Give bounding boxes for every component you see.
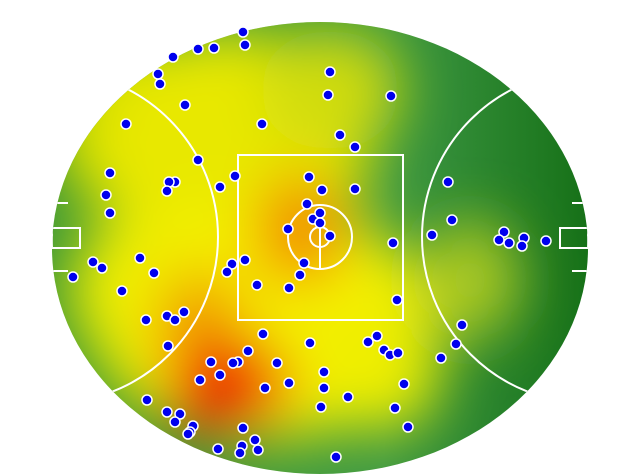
- point: [96, 262, 108, 274]
- point: [303, 171, 315, 183]
- point: [237, 26, 249, 38]
- point: [392, 347, 404, 359]
- point: [349, 141, 361, 153]
- point: [152, 68, 164, 80]
- point: [301, 198, 313, 210]
- point: [87, 256, 99, 268]
- point: [167, 51, 179, 63]
- point: [516, 240, 528, 252]
- point: [387, 237, 399, 249]
- point: [503, 237, 515, 249]
- point: [456, 319, 468, 331]
- point: [161, 185, 173, 197]
- point: [67, 271, 79, 283]
- point: [426, 229, 438, 241]
- point: [104, 167, 116, 179]
- point: [140, 314, 152, 326]
- point: [402, 421, 414, 433]
- point: [237, 422, 249, 434]
- point: [330, 451, 342, 463]
- point: [179, 99, 191, 111]
- point: [169, 314, 181, 326]
- point: [104, 207, 116, 219]
- point: [314, 207, 326, 219]
- point: [226, 258, 238, 270]
- point: [100, 189, 112, 201]
- point: [450, 338, 462, 350]
- point: [120, 118, 132, 130]
- point: [283, 282, 295, 294]
- point: [242, 345, 254, 357]
- point: [385, 90, 397, 102]
- point: [192, 154, 204, 166]
- point: [322, 89, 334, 101]
- point: [249, 434, 261, 446]
- point: [134, 252, 146, 264]
- point: [141, 394, 153, 406]
- point: [398, 378, 410, 390]
- point: [314, 217, 326, 229]
- point: [446, 214, 458, 226]
- point: [194, 374, 206, 386]
- point: [493, 234, 505, 246]
- point: [252, 444, 264, 456]
- point: [442, 176, 454, 188]
- point: [294, 269, 306, 281]
- point: [229, 170, 241, 182]
- point: [251, 279, 263, 291]
- point: [182, 428, 194, 440]
- point: [371, 330, 383, 342]
- point: [178, 306, 190, 318]
- point: [304, 337, 316, 349]
- point: [334, 129, 346, 141]
- point: [239, 254, 251, 266]
- point: [214, 369, 226, 381]
- point: [324, 230, 336, 242]
- point: [161, 406, 173, 418]
- point: [256, 118, 268, 130]
- point: [435, 352, 447, 364]
- point: [208, 42, 220, 54]
- point: [116, 285, 128, 297]
- point: [540, 235, 552, 247]
- point: [239, 39, 251, 51]
- point: [318, 382, 330, 394]
- point: [221, 266, 233, 278]
- point: [342, 391, 354, 403]
- point: [391, 294, 403, 306]
- point: [162, 340, 174, 352]
- point: [318, 366, 330, 378]
- point: [271, 357, 283, 369]
- point: [389, 402, 401, 414]
- point: [498, 226, 510, 238]
- point: [259, 382, 271, 394]
- point: [174, 408, 186, 420]
- point: [148, 267, 160, 279]
- point: [154, 78, 166, 90]
- point: [192, 43, 204, 55]
- point: [324, 66, 336, 78]
- point: [316, 184, 328, 196]
- point: [205, 356, 217, 368]
- point: [234, 447, 246, 459]
- point: [362, 336, 374, 348]
- point: [283, 377, 295, 389]
- point: [349, 183, 361, 195]
- point: [227, 357, 239, 369]
- point: [214, 181, 226, 193]
- point: [169, 416, 181, 428]
- point: [257, 328, 269, 340]
- point: [212, 443, 224, 455]
- point: [298, 257, 310, 269]
- point: [282, 223, 294, 235]
- point: [315, 401, 327, 413]
